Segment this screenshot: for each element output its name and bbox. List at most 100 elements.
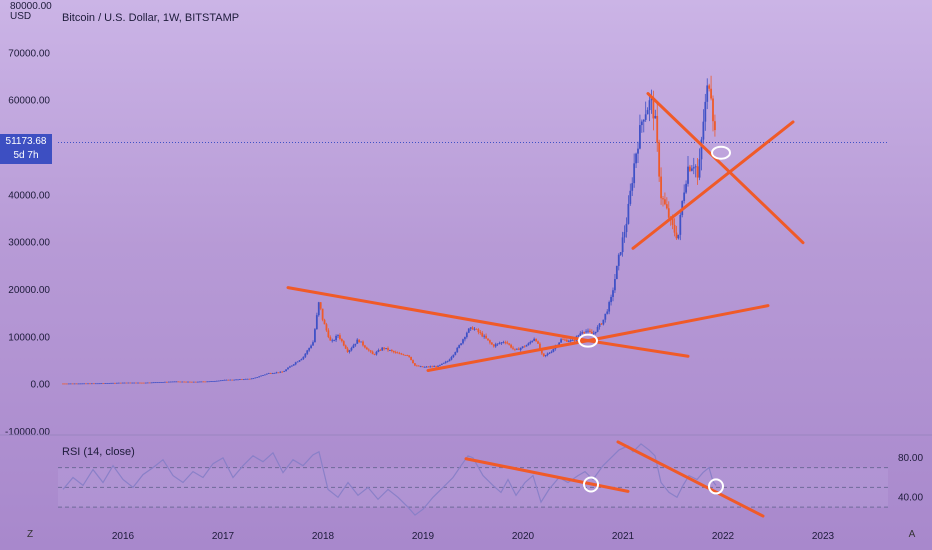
rsi-trendline <box>616 440 765 518</box>
candle-body <box>398 353 401 355</box>
candle-body <box>694 166 697 168</box>
candle-body <box>579 333 582 336</box>
candle-body <box>92 383 95 385</box>
candle-body <box>617 254 620 266</box>
candle-body <box>598 323 601 327</box>
candle-body <box>396 352 399 354</box>
candle-body <box>585 331 587 333</box>
candle-body <box>337 335 339 337</box>
candle-body <box>642 119 645 122</box>
candle-body <box>479 332 482 333</box>
candle-body <box>312 342 314 346</box>
candle-body <box>62 383 64 385</box>
candle-body <box>171 381 174 383</box>
candle-body <box>683 192 686 201</box>
candle-body <box>702 121 705 140</box>
candle-body <box>667 208 670 218</box>
candle-body <box>164 381 166 383</box>
candle-body <box>619 252 622 255</box>
candle-body <box>233 379 236 381</box>
candle-body <box>244 378 247 380</box>
candle-body <box>304 353 307 357</box>
candle-body <box>256 377 259 378</box>
price-markers <box>578 145 731 348</box>
candle-body <box>546 353 549 355</box>
price-candles <box>62 75 716 385</box>
candle-body <box>119 382 122 384</box>
candle-body <box>69 383 72 385</box>
candle-body <box>248 378 251 380</box>
candle-body <box>262 375 264 376</box>
candle-body <box>587 330 589 332</box>
candle-body <box>342 341 345 346</box>
candle-body <box>371 351 374 355</box>
candle-body <box>140 382 143 384</box>
candle-body <box>452 354 455 358</box>
candle-body <box>625 223 628 233</box>
candle-body <box>562 339 564 341</box>
rsi-tick-label: 80.00 <box>898 453 923 464</box>
candle-body <box>673 224 676 233</box>
candle-body <box>537 341 539 344</box>
current-price-label: 51173.68 5d 7h <box>0 134 52 165</box>
candle-body <box>439 364 441 366</box>
candle-body <box>283 371 286 372</box>
candle-body <box>392 350 395 353</box>
candle-body <box>560 339 562 343</box>
candle-body <box>571 340 574 341</box>
candle-body <box>677 234 680 239</box>
candle-body <box>508 343 511 345</box>
candle-body <box>196 381 199 383</box>
candle-body <box>360 341 362 343</box>
candle-body <box>573 340 576 341</box>
candle-body <box>385 348 387 349</box>
candle-body <box>160 382 162 383</box>
candle-body <box>271 373 274 375</box>
rsi-pane: 80.00 40.00 <box>0 434 932 518</box>
candle-body <box>414 363 416 366</box>
candle-body <box>85 383 87 385</box>
candle-body <box>602 319 605 325</box>
candle-body <box>606 311 609 314</box>
candle-body <box>198 381 201 383</box>
candle-body <box>217 380 220 382</box>
candle-body <box>652 97 655 119</box>
candle-body <box>535 338 537 342</box>
trendline <box>646 92 805 245</box>
candle-body <box>329 337 332 341</box>
candle-body <box>281 371 284 373</box>
candle-body <box>115 382 118 384</box>
candle-body <box>712 98 714 122</box>
candle-body <box>90 383 93 385</box>
candle-body <box>627 203 630 224</box>
candle-body <box>437 365 439 367</box>
candle-body <box>214 381 216 382</box>
candle-body <box>565 339 568 342</box>
candle-body <box>383 347 386 349</box>
candle-body <box>406 355 409 356</box>
price-axis: 80000.00USD70000.0060000.0050000.0040000… <box>5 1 52 438</box>
zoom-reset-button[interactable]: Z <box>26 529 34 540</box>
candle-body <box>156 382 159 384</box>
candle-body <box>135 382 137 384</box>
auto-scale-button[interactable]: A <box>908 529 916 540</box>
candle-body <box>375 351 378 355</box>
candle-body <box>123 382 126 384</box>
candle-body <box>514 348 516 350</box>
candle-body <box>348 350 351 352</box>
x-tick-label: 2018 <box>312 531 335 542</box>
candle-body <box>487 338 489 341</box>
candle-body <box>369 350 372 352</box>
candle-body <box>100 383 103 385</box>
candle-body <box>564 339 566 341</box>
candle-body <box>465 332 468 338</box>
candle-body <box>167 381 170 383</box>
candle-body <box>589 330 591 332</box>
candle-body <box>177 381 180 383</box>
candle-body <box>529 341 532 344</box>
candle-body <box>381 347 384 351</box>
candle-body <box>204 381 207 383</box>
trendline <box>286 286 590 343</box>
y-tick-label: 60000.00 <box>8 96 50 107</box>
